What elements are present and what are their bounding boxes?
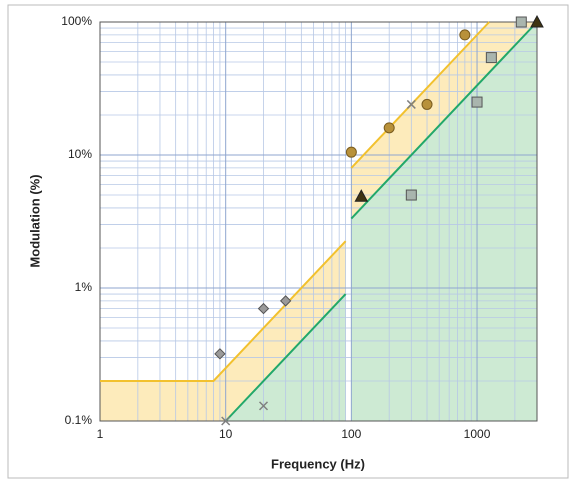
boundary-line (100, 240, 347, 382)
band-fill (351, 22, 537, 421)
cross-marker (406, 99, 416, 109)
square-marker (515, 16, 527, 28)
cross-marker (258, 401, 269, 411)
y-tick-label: 10% (68, 147, 92, 161)
circle-marker (383, 122, 395, 134)
x-axis-title: Frequency (Hz) (271, 456, 365, 471)
circle-marker (459, 29, 471, 41)
circle-marker (421, 98, 433, 110)
y-axis-title: Modulation (%) (27, 174, 42, 267)
diamond-marker (279, 295, 292, 307)
x-tick-label: 1000 (464, 427, 491, 441)
circle-marker (345, 146, 357, 158)
diamond-marker (214, 348, 226, 360)
boundary-line (350, 21, 490, 169)
square-marker (471, 96, 483, 108)
diamond-marker (257, 302, 270, 315)
boundary-line (224, 293, 347, 422)
y-tick-label: 100% (61, 14, 92, 28)
plot-border (99, 21, 538, 422)
x-tick-label: 100 (341, 427, 361, 441)
y-tick-label: 1% (75, 280, 93, 294)
y-tick-label: 0.1% (65, 413, 93, 427)
triangle-marker (530, 14, 544, 28)
triangle-marker (354, 189, 369, 202)
boundary-line (350, 21, 538, 220)
x-tick-label: 10 (219, 427, 233, 441)
square-marker (405, 189, 417, 201)
plot-area (99, 14, 544, 426)
square-marker (485, 52, 497, 64)
x-tick-label: 1 (97, 427, 104, 441)
cross-marker (221, 416, 231, 426)
